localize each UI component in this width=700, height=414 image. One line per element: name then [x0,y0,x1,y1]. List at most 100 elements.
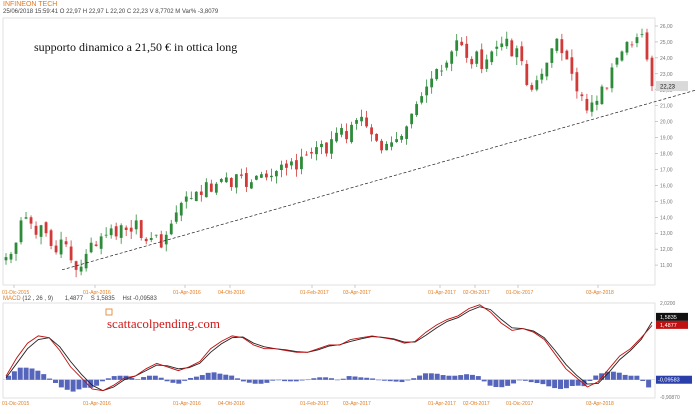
candle-body [74,261,78,270]
macd-histogram-bar [170,379,176,383]
y-tick-label: 17,00 [660,167,673,173]
macd-histogram-bar [287,379,293,382]
support-trendline [61,89,698,271]
candle-body [540,73,544,80]
candle-body [610,67,614,89]
candle-body [234,174,238,188]
candle-body [475,51,479,64]
candle-body [400,135,404,140]
candle-body [320,143,323,148]
candle-body [29,217,33,224]
macd-x-tick-label: 02-Ott-2017 [463,401,490,407]
macd-histogram-bar [152,375,158,380]
candle-body [570,57,574,74]
candle-body [159,234,163,248]
candle-body [555,38,559,51]
candle-body [590,102,594,112]
x-tick-label: 01-Apr-2016 [83,290,111,296]
high-value: H 22,97 [82,9,104,15]
candle-body [585,98,589,111]
candle-body [295,160,298,170]
macd-histogram-bar [293,379,299,382]
candle-body [19,220,23,243]
macd-x-tick-label: 01-Apr-2017 [428,401,456,407]
candle-body [209,183,213,192]
macd-histogram-bar [334,379,340,381]
candle-body [214,183,218,193]
macd-histogram-bar [99,379,105,382]
candle-body [390,142,393,147]
macd-histogram-bar [47,378,53,380]
candle-body [350,124,353,143]
macd-histogram-bar [605,371,611,380]
macd-histogram-bar [646,379,652,388]
macd-x-tick-label: 01-Apr-2016 [173,401,201,407]
ohlc-readout: 25/06/2018 15:59:41 O 22,97 H 22,97 L 22… [3,9,218,15]
candle-body [465,43,469,58]
hist-value-box [656,375,692,384]
candle-body [134,220,138,230]
y-tick-label: 16,00 [660,183,673,189]
candle-body [560,39,564,54]
candle-body [129,227,133,232]
candle-body [194,191,198,202]
macd-histogram-bar [146,375,152,380]
candle-body [420,96,424,103]
candle-body [510,40,514,57]
macd-readout: MACD (12 , 26 , 9) 1,4877 S 1,5835 Hst -… [3,296,157,302]
annotation-text: supporto dinamico a 21,50 € in ottica lo… [34,40,237,54]
macd-value: 1,4877 [64,296,84,302]
macd-histogram-bar [610,371,616,380]
macd-histogram-bar [258,379,264,384]
macd-histogram-bar [76,379,82,390]
macd-plot-frame [2,302,656,399]
macd-histogram-bar [558,379,564,389]
hist-value-label: -0,09583 [658,378,680,384]
candle-body [335,132,338,142]
candle-body [59,239,63,255]
candle-body [254,175,258,180]
y-tick-label: 18,00 [660,152,673,158]
y-tick-label: 11,00 [660,263,672,269]
instrument-title: INFINEON TECH [3,1,58,8]
candle-body [184,196,188,202]
macd-histogram-bar [563,379,569,389]
macd-histogram-bar [105,378,111,380]
candle-body [290,161,293,166]
y-tick-label: 19,00 [660,136,673,142]
candle-body [620,51,624,61]
x-tick-label: 02-Ott-2017 [463,290,490,296]
candle-body [275,171,278,177]
macd-x-tick-label: 01-Dic-2015 [2,401,29,407]
macd-top-label: 2,0200 [660,301,676,307]
x-tick-label: 01-Dic-2017 [506,290,533,296]
candle-body [625,41,629,53]
candle-body [395,139,399,143]
y-tick-label: 21,00 [660,104,673,110]
candle-body [360,116,363,122]
macd-line [5,304,653,392]
candle-body [144,238,148,242]
macd-x-tick-label: 03-Apr-2017 [343,401,371,407]
y-tick-label: 12,00 [660,247,673,253]
candle-body [480,49,484,70]
candle-body [94,244,98,246]
candle-body [244,173,248,187]
macd-histogram-bar [141,377,147,380]
candle-body [49,230,53,246]
y-tick-label: 15,00 [660,199,673,205]
candle-body [89,242,93,253]
y-tick-label: 13,00 [660,231,673,237]
macd-histogram-bar [417,375,423,380]
macd-histogram-bar [317,377,323,380]
watermark-text: scattacolpending.com [107,316,220,331]
x-tick-label: 04-Ott-2016 [218,290,245,296]
candle-body [265,173,268,178]
macd-histogram-bar [270,379,276,381]
macd-histogram-bar [182,379,188,381]
macd-x-tick-label: 04-Ott-2016 [218,401,245,407]
macd-x-tick-label: 01-Apr-2016 [83,401,111,407]
candle-body [490,51,494,63]
watermark-marker [105,308,113,316]
